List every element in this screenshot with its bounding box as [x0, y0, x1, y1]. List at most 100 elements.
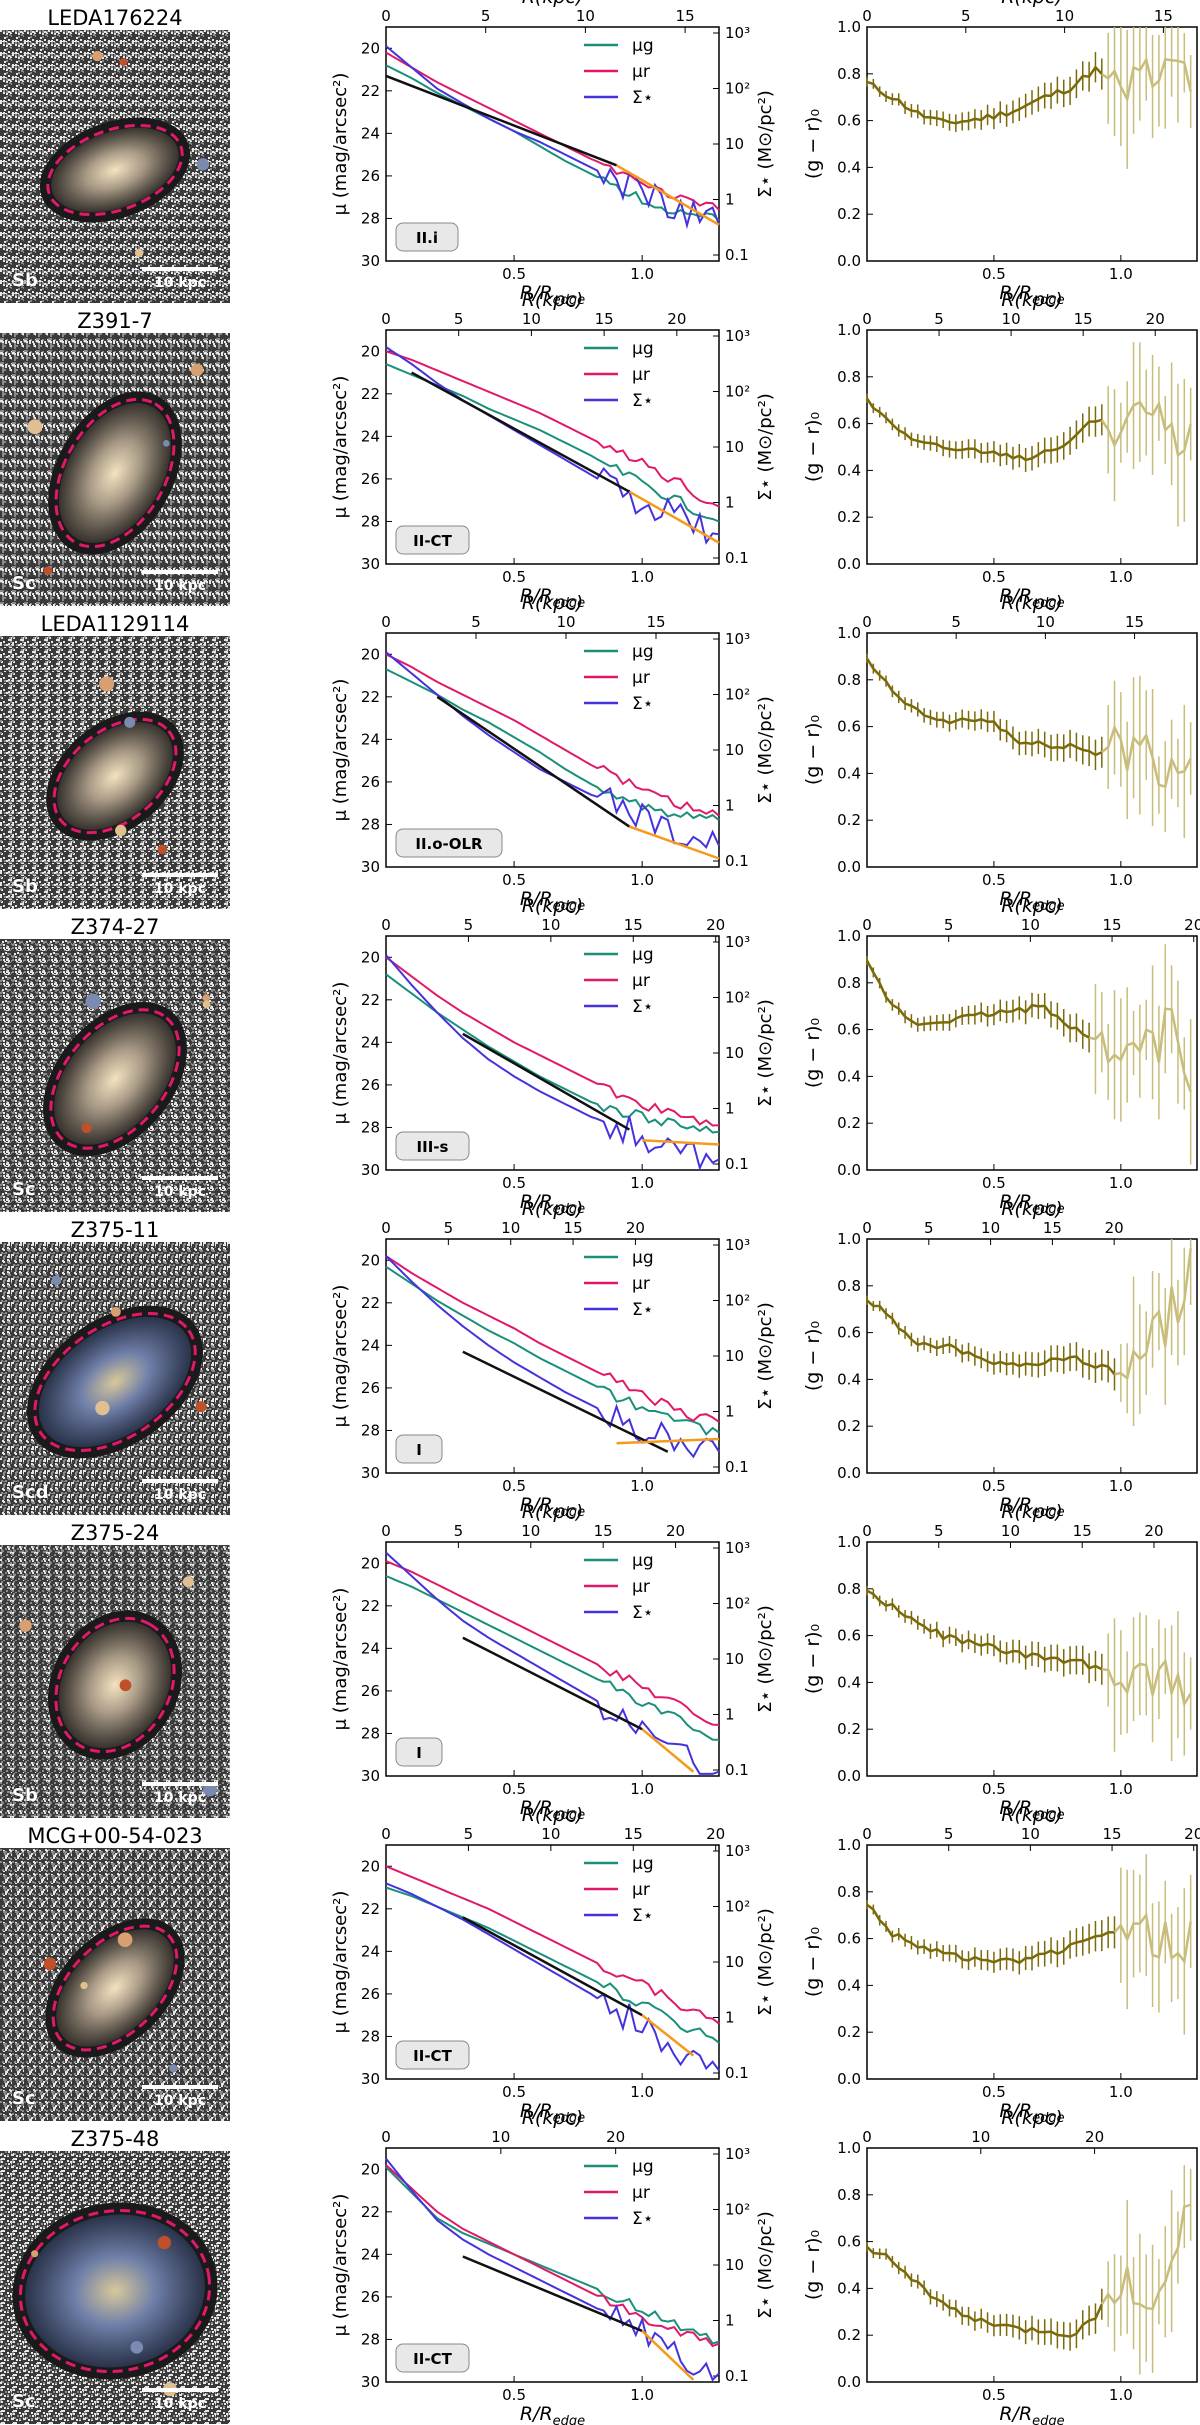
mu-tick-label: 30 [361, 2373, 380, 2391]
outer-fit-line [641, 2014, 695, 2057]
color-tick-label: 0.2 [837, 508, 861, 526]
bottom-tick-label: 1.0 [630, 871, 654, 889]
mu-tick-label: 24 [361, 124, 380, 142]
mu-tick-label: 26 [361, 1379, 380, 1397]
color-bottom-axis-label: R/Redge [999, 1191, 1064, 1217]
sigma-line [385, 1551, 720, 1775]
sigma-tick-label: 1 [725, 2312, 735, 2330]
sigma-line [385, 1255, 720, 1459]
galaxy-image: Sb 10 kpc [0, 30, 230, 303]
sigma-line [385, 45, 720, 230]
color-tick-label: 0.0 [837, 1464, 861, 1482]
top-tick-label: 0 [381, 613, 391, 631]
color-top-tick-label: 5 [924, 1219, 934, 1237]
color-top-tick-label: 10 [971, 2128, 990, 2146]
sigma-tick-label: 10³ [725, 1842, 750, 1860]
color-profile-faint-line [1114, 1248, 1192, 1381]
edge-ellipse [46, 123, 184, 217]
color-bottom-tick-label: 1.0 [1109, 871, 1133, 889]
outer-fit-line [628, 825, 720, 860]
morphology-label: Sc [12, 2391, 36, 2412]
legend-label: μg [632, 36, 654, 56]
legend-label: μr [632, 62, 650, 82]
legend-label: μg [632, 1854, 654, 1874]
sigma-tick-label: 10 [725, 438, 744, 456]
color-tick-label: 0.4 [837, 2279, 861, 2297]
sigma-tick-label: 1 [725, 1706, 735, 1724]
color-bottom-tick-label: 0.5 [982, 1780, 1006, 1798]
sb-plot-frame [385, 26, 720, 262]
bottom-tick-label: 1.0 [630, 1174, 654, 1192]
sigma-tick-label: 0.1 [725, 1761, 749, 1779]
edge-ellipse [52, 717, 178, 835]
top-tick-label: 0 [381, 1219, 391, 1237]
inner-fit-line [411, 371, 630, 493]
color-profile-line [865, 960, 1090, 1039]
mu-tick-label: 30 [361, 1464, 380, 1482]
color-top-tick-label: 20 [1184, 1825, 1200, 1843]
color-bottom-tick-label: 0.5 [982, 2083, 1006, 2101]
sb-plot-frame [385, 935, 720, 1171]
galaxy-body [58, 1621, 172, 1749]
sigma-tick-label: 10 [725, 1347, 744, 1365]
galaxy-name: MCG+00-54-023 [27, 1824, 203, 1848]
bottom-tick-label: 0.5 [502, 1477, 526, 1495]
legend-label: μg [632, 1551, 654, 1571]
mu-tick-label: 30 [361, 2070, 380, 2088]
mu-tick-label: 22 [361, 1900, 380, 1918]
mu-tick-label: 22 [361, 2203, 380, 2221]
scale-bar-label: 10 kpc [154, 1487, 206, 1503]
outer-fit-line [616, 1437, 720, 1445]
profile-type-badge [395, 2343, 470, 2373]
inner-fit-line [436, 695, 631, 828]
color-bottom-axis-label: R/Redge [999, 2403, 1064, 2425]
star [119, 58, 128, 67]
bottom-axis-label: R/Redge [520, 888, 585, 914]
color-profile-line [866, 1903, 1115, 1965]
sigma-tick-label: 1 [725, 191, 735, 209]
sigma-tick-label: 10² [725, 1595, 750, 1613]
color-tick-label: 0.2 [837, 1114, 861, 1132]
bottom-tick-label: 0.5 [502, 1174, 526, 1192]
bottom-axis-label: R/Redge [520, 2403, 585, 2425]
galaxy-name: Z375-11 [70, 1218, 160, 1242]
legend-label: Σ⋆ [632, 694, 653, 714]
mu-tick-label: 24 [361, 1033, 380, 1051]
color-tick-label: 0.8 [837, 1580, 861, 1598]
color-tick-label: 1.0 [837, 1230, 861, 1248]
star [81, 1122, 92, 1134]
star [31, 2250, 39, 2258]
sigma-tick-label: 0.1 [725, 2367, 749, 2385]
color-top-tick-label: 20 [1184, 916, 1200, 934]
sigma-tick-label: 10² [725, 989, 750, 1007]
star [110, 1306, 121, 1317]
mu-tick-label: 26 [361, 167, 380, 185]
galaxy-image: Sc 10 kpc [0, 939, 230, 1212]
galaxy-image: Sc 10 kpc [0, 2151, 230, 2424]
scale-bar: 10 kpc [142, 1479, 218, 1503]
color-top-axis-label: R(kpc) [1001, 1198, 1063, 1220]
color-tick-label: 0.6 [837, 112, 861, 130]
color-top-tick-label: 5 [961, 7, 971, 25]
profile-type-label: III-s [417, 1138, 449, 1156]
legend-label: μr [632, 2183, 650, 2203]
mu-tick-label: 24 [361, 730, 380, 748]
inner-fit-line [462, 1916, 643, 2017]
color-top-tick-label: 10 [1002, 310, 1021, 328]
color-top-tick-label: 15 [1043, 1219, 1062, 1237]
top-tick-label: 10 [501, 1219, 520, 1237]
bottom-tick-label: 0.5 [502, 2386, 526, 2404]
morphology-label: Sb [12, 270, 38, 291]
color-axis-label: (g − r)₀ [802, 109, 824, 179]
color-axis-label: (g − r)₀ [802, 412, 824, 482]
top-tick-label: 15 [646, 613, 665, 631]
star [95, 1400, 110, 1416]
color-bottom-tick-label: 1.0 [1109, 1174, 1133, 1192]
star [157, 844, 167, 855]
scale-bar-label: 10 kpc [154, 2396, 206, 2412]
scale-bar: 10 kpc [142, 1782, 218, 1806]
mu-tick-label: 28 [361, 512, 380, 530]
color-top-tick-label: 0 [862, 7, 872, 25]
sigma-tick-label: 0.1 [725, 1155, 749, 1173]
morphology-label: Sc [12, 1179, 36, 1200]
